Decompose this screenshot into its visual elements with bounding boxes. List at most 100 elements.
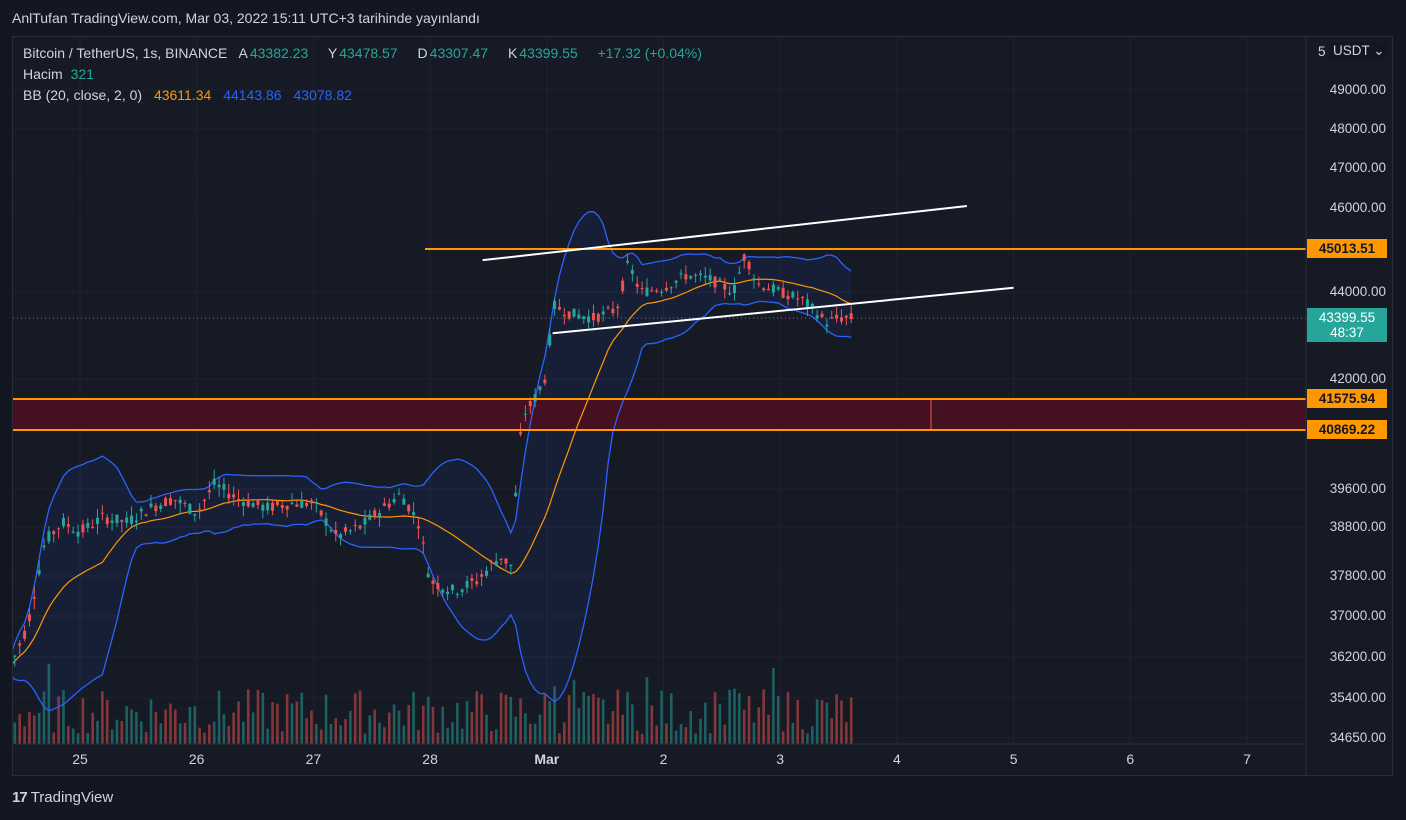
candle-body: [110, 520, 114, 523]
time-tick-label: 7: [1243, 751, 1251, 767]
volume-bar: [558, 733, 561, 744]
volume-bar: [324, 694, 328, 744]
candle-body: [533, 394, 537, 402]
volume-bar: [684, 727, 688, 744]
trendline: [482, 205, 968, 262]
candle-body: [154, 505, 158, 512]
legend-high-label: Y: [327, 45, 338, 61]
candle-body: [125, 517, 129, 523]
volume-bar: [674, 730, 678, 744]
candle-body: [382, 503, 386, 506]
candle-body: [470, 578, 474, 581]
currency-selector[interactable]: USDT ⌄: [1330, 42, 1388, 60]
candle-body: [485, 570, 489, 576]
volume-bar: [699, 718, 702, 744]
candle-body: [591, 312, 595, 321]
candle-body: [606, 307, 610, 309]
volume-bar: [383, 727, 386, 744]
candle-body: [436, 583, 440, 589]
price-tick-label: 39600.00: [1329, 481, 1386, 496]
volume-bar: [577, 708, 581, 744]
candle-body: [548, 334, 552, 346]
candle-body: [601, 311, 605, 315]
badge-price: 41575.94: [1318, 391, 1376, 406]
candle-body: [713, 276, 717, 288]
bb-band-fill: [13, 211, 852, 711]
volume-bar: [708, 733, 712, 744]
volume-bar: [776, 695, 780, 744]
plot-area: [13, 37, 1306, 744]
candle-body: [392, 499, 396, 503]
volume-bar: [67, 726, 70, 744]
volume-bar: [387, 712, 391, 744]
volume-bar: [631, 704, 634, 744]
volume-bar: [446, 727, 449, 744]
price-tick-label: 47000.00: [1329, 160, 1386, 175]
candle-body: [557, 306, 561, 310]
volume-bar: [242, 721, 245, 744]
legend-bb-upper: 44143.86: [223, 87, 282, 103]
volume-bar: [757, 707, 761, 744]
volume-bar: [431, 706, 435, 744]
volume-bar: [567, 695, 571, 744]
price-tick-label: 48000.00: [1329, 121, 1386, 136]
volume-bar: [669, 693, 673, 744]
time-tick-label: 27: [305, 751, 322, 767]
time-tick-label: 3: [776, 751, 785, 767]
candle-body: [115, 514, 119, 524]
candle-body: [460, 589, 464, 593]
legend-volume-label: Hacim: [23, 66, 63, 82]
volume-bar: [465, 700, 469, 744]
volume-bar: [164, 709, 167, 744]
volume-bar: [635, 730, 639, 744]
candle-body: [198, 508, 202, 510]
candle-body: [37, 570, 41, 575]
volume-bar: [738, 693, 741, 744]
candle-body: [732, 285, 736, 294]
volume-bar: [32, 715, 36, 744]
time-tick-label: 4: [892, 751, 901, 767]
candle-body: [256, 499, 260, 505]
candle-body: [698, 273, 702, 276]
candle-body: [660, 291, 664, 293]
candle-body: [781, 287, 785, 298]
candle-body: [173, 499, 177, 501]
candle-body: [752, 278, 756, 281]
price-tick-label: 35400.00: [1329, 690, 1386, 705]
volume-bar: [13, 722, 17, 744]
volume-bar: [139, 721, 143, 744]
candle-body: [582, 316, 586, 319]
volume-bar: [543, 694, 547, 744]
volume-bar: [845, 722, 848, 744]
price-tick-label: 37800.00: [1329, 568, 1386, 583]
volume-bar: [71, 728, 75, 744]
volume-bar: [849, 697, 853, 744]
candle-body: [275, 500, 279, 505]
volume-bar: [149, 699, 153, 744]
volume-bar: [490, 730, 493, 744]
candle-body: [611, 308, 615, 314]
candle-body: [261, 504, 265, 511]
volume-bar: [840, 700, 843, 744]
volume-bar: [713, 692, 717, 744]
volume-bar: [810, 726, 814, 744]
volume-bar: [801, 729, 804, 744]
legend-bb-basis: 43611.34: [153, 87, 212, 103]
candle-body: [105, 517, 109, 525]
volume-bar: [47, 663, 51, 744]
candle-body: [664, 287, 668, 291]
volume-bar: [742, 709, 746, 744]
volume-bar: [645, 677, 649, 744]
brand-name: TradingView: [30, 789, 114, 806]
candle-body: [587, 316, 591, 323]
tradingview-logo[interactable]: 17 TradingView: [12, 789, 113, 806]
volume-bar: [587, 695, 590, 744]
volume-bar: [704, 702, 707, 744]
volume-bar: [412, 691, 415, 744]
badge-price: 40869.22: [1318, 422, 1376, 437]
candle-body: [378, 512, 382, 517]
volume-bar: [349, 710, 352, 744]
candle-body: [499, 558, 503, 560]
candle-body: [202, 499, 206, 502]
